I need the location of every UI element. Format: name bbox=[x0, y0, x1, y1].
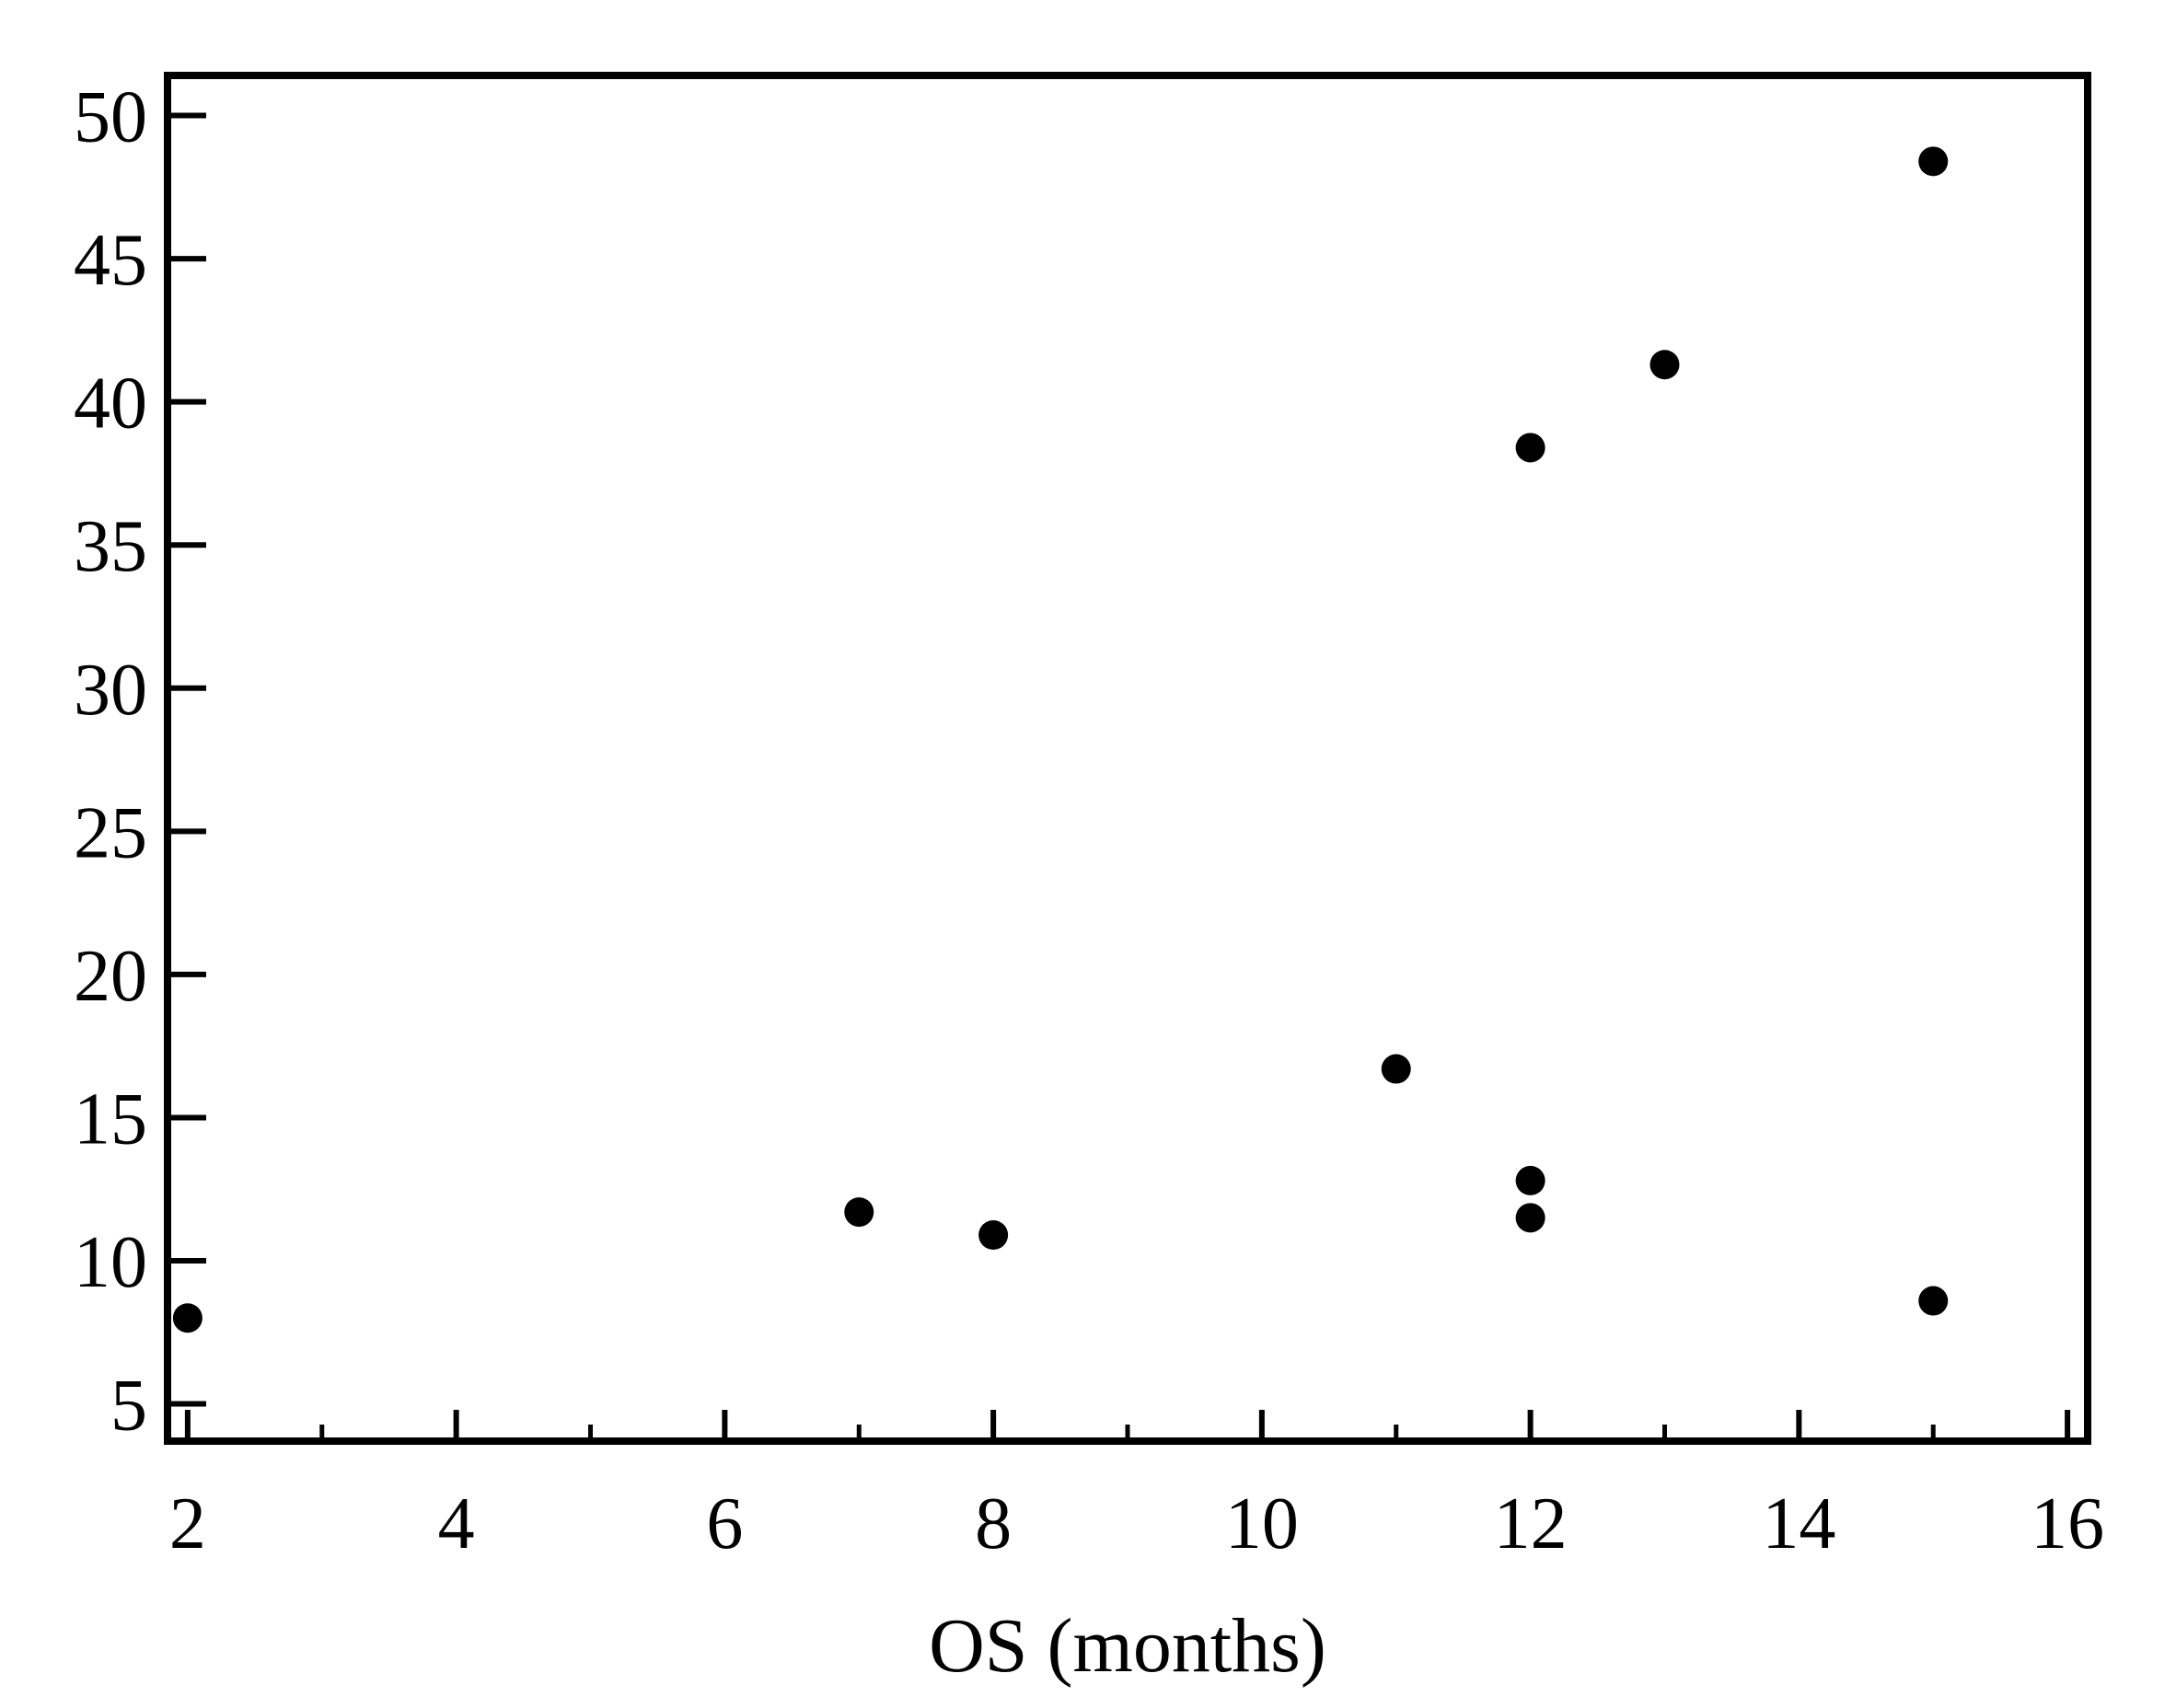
scatter-point bbox=[1515, 433, 1545, 463]
scatter-point bbox=[1649, 350, 1680, 380]
scatter-point bbox=[1515, 1165, 1545, 1195]
scatter-point bbox=[1918, 1286, 1949, 1316]
y-tick-label: 25 bbox=[74, 792, 147, 873]
x-tick-label: 2 bbox=[169, 1483, 206, 1564]
y-tick-label: 10 bbox=[74, 1222, 147, 1303]
data-points bbox=[172, 146, 1949, 1333]
plot-frame bbox=[164, 72, 2091, 1445]
x-axis-title: OS (months) bbox=[929, 1603, 1326, 1689]
scatter-point bbox=[1515, 1203, 1545, 1233]
scatter-point bbox=[844, 1197, 874, 1228]
scatter-point bbox=[1381, 1054, 1411, 1084]
x-tick-label: 4 bbox=[438, 1483, 475, 1564]
y-tick-label: 20 bbox=[74, 936, 147, 1017]
y-tick-label: 45 bbox=[74, 220, 147, 301]
scatter-point bbox=[172, 1303, 203, 1333]
x-tick-label: 14 bbox=[1762, 1483, 1835, 1564]
scatter-point bbox=[978, 1220, 1009, 1250]
y-tick-label: 15 bbox=[74, 1079, 147, 1160]
scatter-point bbox=[1918, 146, 1949, 177]
y-tick-label: 5 bbox=[110, 1366, 147, 1447]
y-tick-label: 35 bbox=[74, 506, 147, 587]
y-axis-ticks: 5 10 15 20 25 30 35 40 45 50 bbox=[74, 77, 206, 1447]
x-tick-label: 16 bbox=[2031, 1483, 2104, 1564]
x-tick-label: 12 bbox=[1494, 1483, 1568, 1564]
x-tick-label: 6 bbox=[706, 1483, 743, 1564]
y-tick-label: 50 bbox=[74, 77, 147, 158]
y-tick-label: 30 bbox=[74, 650, 147, 731]
x-tick-label: 10 bbox=[1225, 1483, 1299, 1564]
x-axis-ticks: 2 4 6 8 10 12 14 16 bbox=[169, 1410, 2104, 1564]
y-tick-label: 40 bbox=[74, 364, 147, 444]
x-tick-label: 8 bbox=[975, 1483, 1012, 1564]
